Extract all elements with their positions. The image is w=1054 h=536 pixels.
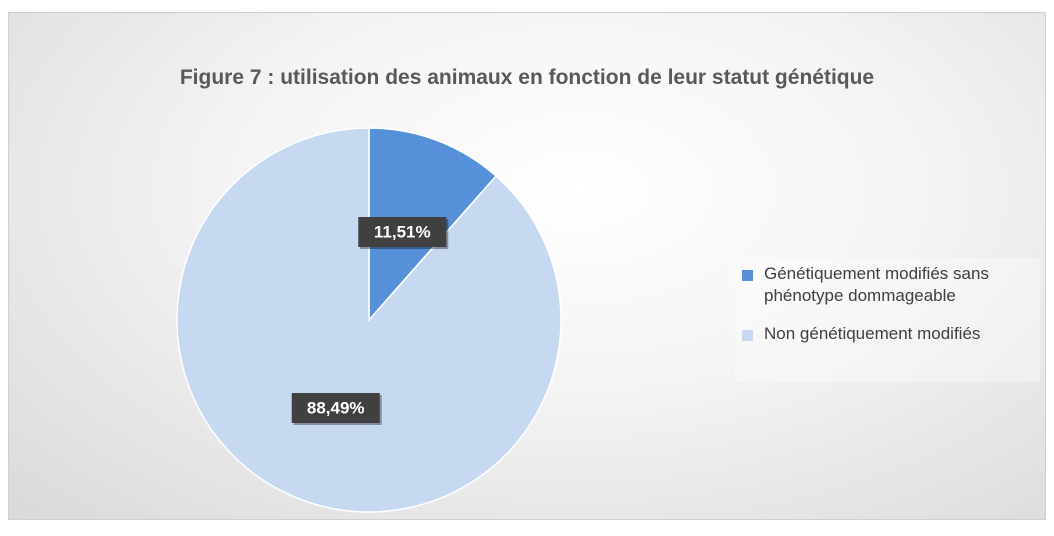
data-label-text: 11,51% bbox=[374, 222, 431, 241]
data-label-box bbox=[358, 217, 447, 248]
legend: Génétiquement modifiés sans phénotype do… bbox=[735, 258, 1040, 382]
chart-title: Figure 7 : utilisation des animaux en fo… bbox=[179, 66, 875, 89]
legend-entry: Génétiquement modifiés sans phénotype do… bbox=[742, 263, 1054, 307]
data-label-text: 88,49% bbox=[307, 398, 365, 417]
pie-slice bbox=[176, 127, 562, 513]
legend-label: Génétiquement modifiés sans phénotype do… bbox=[764, 264, 989, 305]
data-label-box bbox=[291, 392, 380, 423]
legend-entry: Non génétiquement modifiés bbox=[742, 323, 1054, 345]
legend-label: Non génétiquement modifiés bbox=[764, 324, 981, 343]
legend-swatch bbox=[742, 270, 753, 281]
data-label: 88,49% bbox=[291, 392, 382, 425]
data-label: 11,51% bbox=[358, 217, 449, 250]
legend-swatch bbox=[742, 330, 753, 341]
